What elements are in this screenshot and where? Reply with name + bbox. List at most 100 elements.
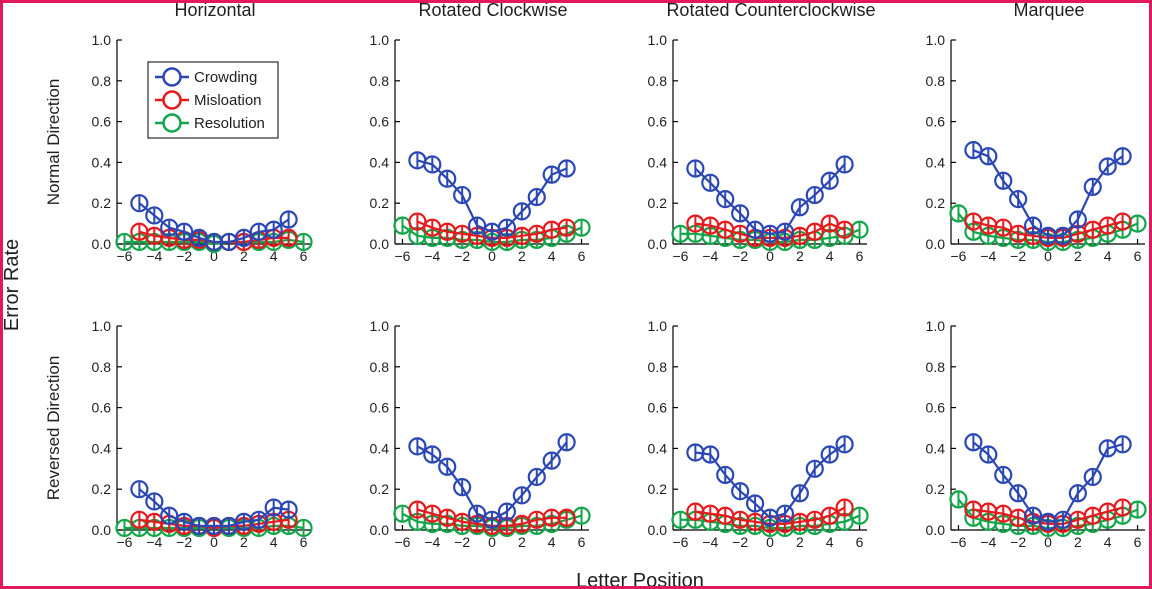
- data-point: [542, 451, 561, 470]
- row-label-normal: Normal Direction: [44, 79, 63, 206]
- x-tick-label: −6: [116, 248, 132, 264]
- x-tick-label: 6: [1134, 248, 1142, 264]
- data-point: [964, 433, 983, 452]
- data-point: [453, 185, 472, 205]
- x-tick-label: −4: [424, 248, 440, 264]
- y-tick-label: 0.2: [92, 481, 112, 497]
- data-point: [820, 171, 839, 190]
- y-tick-label: 0.6: [92, 400, 112, 416]
- data-point: [527, 467, 546, 487]
- data-point: [467, 504, 487, 523]
- y-tick-label: 1.0: [648, 318, 668, 334]
- x-tick-label: 6: [300, 534, 308, 550]
- y-tick-label: 1.0: [370, 318, 390, 334]
- data-point: [1098, 157, 1117, 176]
- x-tick-label: 0: [210, 248, 218, 264]
- x-tick-label: −4: [702, 248, 718, 264]
- y-tick-label: 0.4: [92, 154, 112, 170]
- data-point: [467, 216, 487, 235]
- legend-item-resolution: Resolution: [155, 113, 265, 133]
- data-point: [408, 212, 427, 231]
- y-tick-label: 0.0: [926, 522, 946, 538]
- data-point: [423, 445, 442, 464]
- axes: [394, 39, 589, 245]
- y-tick-label: 0.8: [92, 73, 112, 89]
- panel-reversed-direction-rotated-clockwise: 0.0 0.2 0.4 0.6 0.8 1.0 −6 −4 −2 0 2 4 6: [370, 318, 591, 550]
- data-point: [994, 465, 1013, 485]
- x-tick-label: 2: [518, 534, 526, 550]
- data-point: [775, 504, 795, 523]
- x-tick-label: −4: [146, 248, 162, 264]
- y-tick-label: 0.2: [926, 481, 946, 497]
- x-tick-label: 0: [488, 534, 496, 550]
- data-point: [820, 445, 839, 464]
- col-title-rotated-clockwise: Rotated Clockwise: [418, 0, 567, 20]
- data-point: [835, 220, 854, 239]
- x-tick-label: −6: [672, 248, 688, 264]
- axes: [672, 39, 867, 245]
- y-tick-label: 0.0: [92, 522, 112, 538]
- legend-label: Resolution: [194, 115, 265, 132]
- y-axis-label: Error Rate: [1, 239, 23, 331]
- x-tick-label: −2: [454, 248, 470, 264]
- x-tick-label: 6: [300, 248, 308, 264]
- y-tick-label: 0.2: [648, 195, 668, 211]
- y-tick-label: 0.4: [648, 154, 668, 170]
- data-point: [279, 210, 298, 229]
- data-point: [557, 508, 576, 527]
- data-point: [835, 155, 854, 174]
- data-point: [453, 478, 472, 497]
- y-tick-label: 0.4: [926, 154, 946, 170]
- data-point: [145, 206, 164, 225]
- x-tick-label: −2: [1010, 248, 1026, 264]
- data-point: [805, 459, 824, 478]
- data-point: [264, 220, 283, 239]
- row-label-reversed: Reversed Direction: [44, 356, 63, 501]
- x-tick-label: −4: [980, 534, 996, 550]
- x-tick-label: −4: [146, 534, 162, 550]
- y-tick-label: 0.2: [92, 195, 112, 211]
- x-tick-label: 6: [856, 248, 864, 264]
- panel-normal-direction-horizontal: 0.0 0.2 0.4 0.6 0.8 1.0 −6 −4 −2 0 2 4 6: [92, 32, 313, 264]
- x-tick-label: 6: [856, 534, 864, 550]
- data-point: [279, 500, 298, 519]
- data-point: [234, 228, 253, 247]
- series-crowding: [130, 480, 298, 536]
- panel-reversed-direction-marquee: 0.0 0.2 0.4 0.6 0.8 1.0 −6 −4 −2 0 2 4 6: [926, 318, 1147, 550]
- data-point: [130, 194, 149, 213]
- y-tick-label: 0.4: [926, 440, 946, 456]
- x-tick-label: 2: [240, 534, 248, 550]
- data-point: [1113, 498, 1132, 517]
- x-tick-label: −6: [950, 248, 966, 264]
- data-point: [1009, 190, 1028, 209]
- x-tick-label: 4: [270, 248, 278, 264]
- panel-normal-direction-marquee: 0.0 0.2 0.4 0.6 0.8 1.0 −6 −4 −2 0 2 4 6: [926, 32, 1147, 264]
- y-tick-label: 1.0: [648, 32, 668, 48]
- series-crowding: [408, 151, 576, 241]
- y-tick-label: 0.2: [370, 195, 390, 211]
- data-point: [294, 518, 313, 538]
- x-tick-label: −6: [394, 248, 410, 264]
- x-tick-label: −2: [176, 248, 192, 264]
- axes: [950, 325, 1145, 531]
- x-tick-label: 4: [548, 248, 556, 264]
- data-point: [1113, 147, 1132, 166]
- x-tick-label: 4: [826, 248, 834, 264]
- x-tick-label: 0: [766, 248, 774, 264]
- data-point: [1083, 177, 1102, 196]
- data-point: [701, 445, 720, 464]
- legend-label: Misloation: [194, 92, 262, 109]
- y-tick-label: 0.6: [370, 400, 390, 416]
- series-crowding: [408, 433, 576, 529]
- x-tick-label: 0: [210, 534, 218, 550]
- x-tick-label: −6: [672, 534, 688, 550]
- data-point: [850, 506, 869, 525]
- data-point: [949, 204, 968, 223]
- data-point: [1023, 506, 1043, 525]
- x-tick-label: 4: [1104, 248, 1112, 264]
- x-tick-label: 2: [796, 248, 804, 264]
- y-tick-label: 1.0: [92, 32, 112, 48]
